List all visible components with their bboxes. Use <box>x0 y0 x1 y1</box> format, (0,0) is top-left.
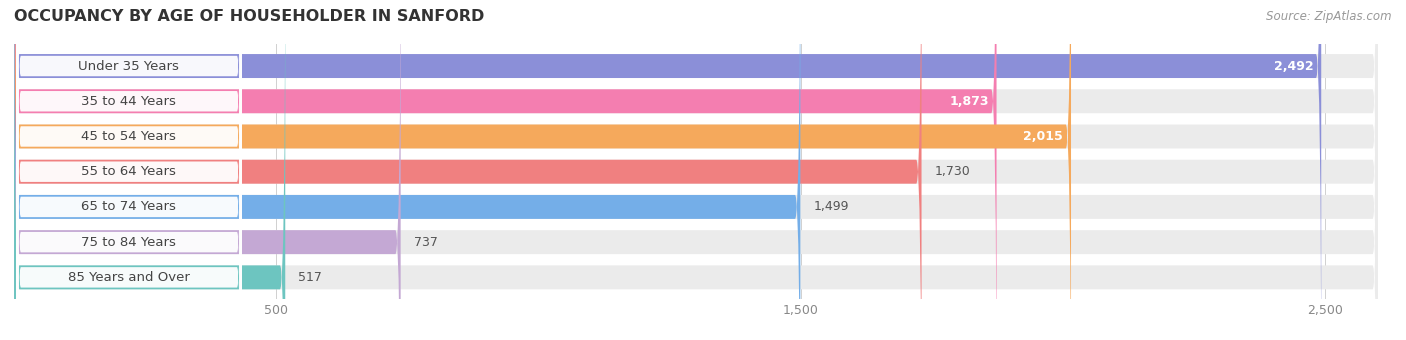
Text: Under 35 Years: Under 35 Years <box>79 59 180 72</box>
FancyBboxPatch shape <box>14 0 1378 340</box>
FancyBboxPatch shape <box>15 0 242 340</box>
FancyBboxPatch shape <box>15 0 242 340</box>
FancyBboxPatch shape <box>14 0 997 340</box>
FancyBboxPatch shape <box>15 0 242 340</box>
FancyBboxPatch shape <box>15 0 242 340</box>
Text: 45 to 54 Years: 45 to 54 Years <box>82 130 176 143</box>
Text: 85 Years and Over: 85 Years and Over <box>67 271 190 284</box>
FancyBboxPatch shape <box>14 0 1378 340</box>
FancyBboxPatch shape <box>14 0 921 340</box>
FancyBboxPatch shape <box>14 0 1378 340</box>
FancyBboxPatch shape <box>15 0 242 340</box>
Text: OCCUPANCY BY AGE OF HOUSEHOLDER IN SANFORD: OCCUPANCY BY AGE OF HOUSEHOLDER IN SANFO… <box>14 9 485 24</box>
Text: Source: ZipAtlas.com: Source: ZipAtlas.com <box>1267 10 1392 23</box>
FancyBboxPatch shape <box>14 0 285 340</box>
Text: 737: 737 <box>413 236 437 249</box>
Text: 35 to 44 Years: 35 to 44 Years <box>82 95 176 108</box>
FancyBboxPatch shape <box>14 0 1378 340</box>
Text: 75 to 84 Years: 75 to 84 Years <box>82 236 176 249</box>
FancyBboxPatch shape <box>15 0 242 340</box>
Text: 65 to 74 Years: 65 to 74 Years <box>82 200 176 214</box>
Text: 1,730: 1,730 <box>935 165 970 178</box>
Text: 2,015: 2,015 <box>1024 130 1063 143</box>
Text: 55 to 64 Years: 55 to 64 Years <box>82 165 176 178</box>
Text: 1,499: 1,499 <box>814 200 849 214</box>
Text: 2,492: 2,492 <box>1274 59 1313 72</box>
FancyBboxPatch shape <box>14 0 1378 340</box>
FancyBboxPatch shape <box>14 0 800 340</box>
FancyBboxPatch shape <box>14 0 1071 340</box>
FancyBboxPatch shape <box>14 0 1378 340</box>
Text: 517: 517 <box>298 271 322 284</box>
FancyBboxPatch shape <box>14 0 401 340</box>
FancyBboxPatch shape <box>15 0 242 340</box>
FancyBboxPatch shape <box>14 0 1378 340</box>
FancyBboxPatch shape <box>14 0 1322 340</box>
Text: 1,873: 1,873 <box>949 95 988 108</box>
